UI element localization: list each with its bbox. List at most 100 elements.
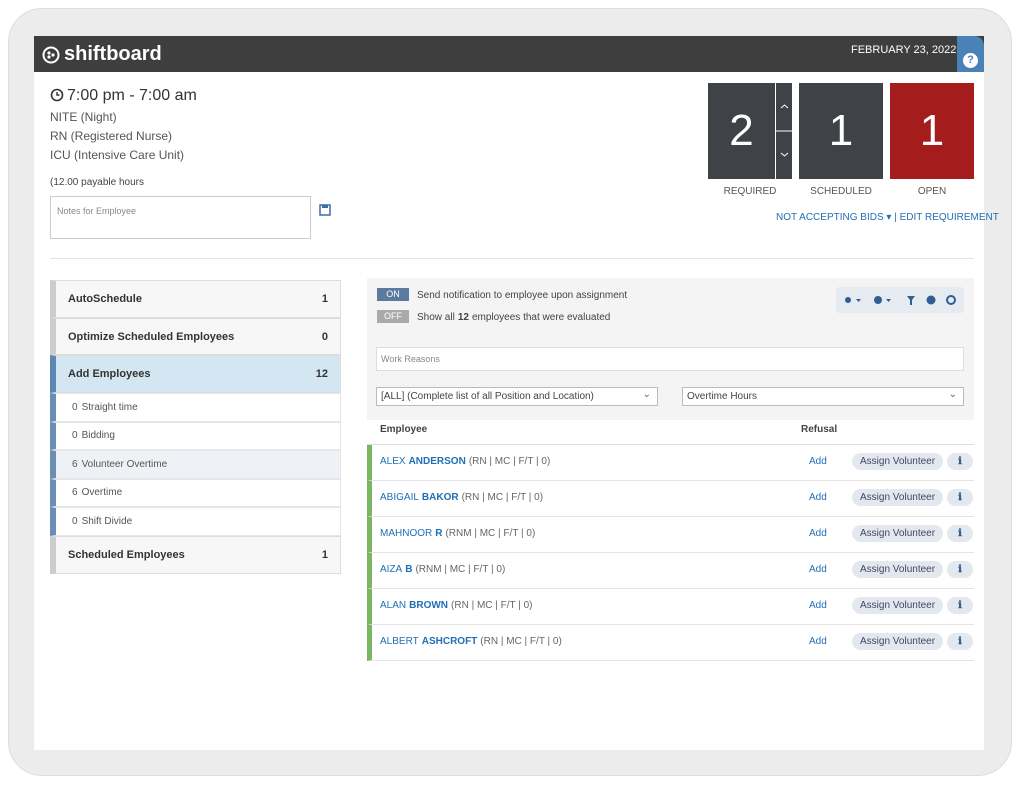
sidebar-sub-item[interactable]: 0 Shift Divide xyxy=(50,507,341,536)
sidebar-label: Add Employees xyxy=(68,368,151,380)
employee-name: ABIGAIL BAKOR (RN | MC | F/T | 0) xyxy=(380,492,543,503)
sidebar-sub-item[interactable]: 0 Straight time xyxy=(50,393,341,422)
separator: | xyxy=(894,212,897,223)
first-name[interactable]: ALBERT xyxy=(380,636,419,647)
toggle-label: Send notification to employee upon assig… xyxy=(417,290,628,301)
last-name[interactable]: ASHCROFT xyxy=(421,636,478,647)
select-arrow: ⌄ xyxy=(948,389,957,400)
select[interactable]: Overtime Hours ⌄ xyxy=(682,387,964,406)
select-value: Overtime Hours xyxy=(687,391,758,402)
sidebar-item[interactable]: Add Employees 12 xyxy=(50,355,341,393)
stepper-arrows[interactable] xyxy=(776,83,793,179)
first-name[interactable]: ABIGAIL xyxy=(380,492,419,503)
sidebar-item[interactable]: AutoSchedule 1 xyxy=(50,280,341,318)
add-link[interactable]: Add xyxy=(809,600,827,611)
employee-name: MAHNOOR R (RNM | MC | F/T | 0) xyxy=(380,528,535,539)
logo: shiftboard xyxy=(64,43,162,65)
employee-row: MAHNOOR R (RNM | MC | F/T | 0) Add Assign Vo… xyxy=(367,517,974,553)
first-name[interactable]: MAHNOOR xyxy=(380,528,433,539)
sidebar-sub-item[interactable]: 6 Volunteer Overtime xyxy=(50,450,341,479)
employee-details: (RN | MC | F/T | 0) xyxy=(468,456,551,467)
last-name[interactable]: ANDERSON xyxy=(408,456,466,467)
assign-button[interactable]: Assign Volunteer xyxy=(852,633,944,650)
sidebar-item[interactable]: Scheduled Employees 1 xyxy=(50,535,341,574)
first-name[interactable]: ALAN xyxy=(380,600,407,611)
sidebar-count: 12 xyxy=(315,368,328,380)
add-link[interactable]: Add xyxy=(809,456,827,467)
employee-row: ALEX ANDERSON (RN | MC | F/T | 0) Add Assign… xyxy=(367,445,974,481)
add-link[interactable]: Add xyxy=(809,492,827,503)
add-link[interactable]: Add xyxy=(809,564,827,575)
help-icon[interactable]: ? xyxy=(963,53,978,68)
employee-name: ALBERT ASHCROFT (RN | MC | F/T | 0) xyxy=(380,636,562,647)
first-name[interactable]: AIZA xyxy=(380,564,403,575)
toolbar xyxy=(836,287,964,313)
shift-detail: RN (Registered Nurse) xyxy=(50,129,173,143)
sidebar-count: 1 xyxy=(321,548,328,561)
info-button[interactable]: ℹ xyxy=(947,561,973,578)
employee-name: AIZA B (RNM | MC | F/T | 0) xyxy=(380,564,505,575)
clock-icon xyxy=(50,88,64,102)
work-reasons[interactable]: Work Reasons xyxy=(376,347,964,371)
info-button[interactable]: ℹ xyxy=(947,453,973,470)
toggle-label: employees that were evaluated xyxy=(471,312,611,323)
assign-button[interactable]: Assign Volunteer xyxy=(852,489,944,506)
employee-row: ABIGAIL BAKOR (RN | MC | F/T | 0) Add Assign… xyxy=(367,481,974,517)
save-icon[interactable] xyxy=(317,202,333,218)
select[interactable]: [ALL] (Complete list of all Position and… xyxy=(376,387,658,406)
toggle-text: Send notification to employee upon assig… xyxy=(417,290,627,301)
counter-value: 1 xyxy=(890,83,974,179)
counter-label: OPEN xyxy=(917,186,947,197)
sub-label: Overtime xyxy=(81,487,123,499)
date: FEBRUARY 23, 2022 xyxy=(851,44,957,56)
stepper[interactable] xyxy=(775,83,793,179)
shift-detail: NITE (Night) xyxy=(50,110,117,124)
toggle-count: 12 xyxy=(457,312,469,323)
assign-button[interactable]: Assign Volunteer xyxy=(852,453,944,470)
last-name[interactable]: BROWN xyxy=(409,600,449,611)
help-tab[interactable]: ? xyxy=(957,36,984,72)
add-link[interactable]: Add xyxy=(809,528,827,539)
sub-count: 0 xyxy=(72,430,78,442)
sidebar-count: 0 xyxy=(321,330,328,343)
payable-hours: (12.00 payable hours xyxy=(50,177,144,188)
toggle[interactable]: OFF xyxy=(377,310,409,323)
info-button[interactable]: ℹ xyxy=(947,633,973,650)
last-name[interactable]: B xyxy=(405,564,413,575)
edit-link[interactable]: EDIT REQUIREMENT xyxy=(899,212,999,223)
sidebar-label: Scheduled Employees xyxy=(68,548,185,561)
column-header: Refusal xyxy=(801,424,838,435)
employee-details: (RNM | MC | F/T | 0) xyxy=(415,564,506,575)
info-button[interactable]: ℹ xyxy=(947,525,973,542)
select-arrow: ⌄ xyxy=(642,389,651,400)
counter-label: SCHEDULED xyxy=(810,186,872,197)
toggle[interactable]: ON xyxy=(377,288,409,301)
info-button[interactable]: ℹ xyxy=(947,597,973,614)
sub-count: 0 xyxy=(72,515,78,527)
add-link[interactable]: Add xyxy=(809,636,827,647)
notes-input[interactable]: Notes for Employee xyxy=(50,196,311,239)
employee-row: AIZA B (RNM | MC | F/T | 0) Add Assign Volun… xyxy=(367,553,974,589)
toolbar-icons[interactable] xyxy=(836,287,964,313)
last-name[interactable]: R xyxy=(435,528,443,539)
info-button[interactable]: ℹ xyxy=(947,489,973,506)
sidebar-count: 1 xyxy=(321,293,328,305)
assign-button[interactable]: Assign Volunteer xyxy=(852,561,944,578)
employee-row: ALAN BROWN (RN | MC | F/T | 0) Add Assign Vo… xyxy=(367,589,974,625)
last-name[interactable]: BAKOR xyxy=(421,492,459,503)
sidebar-sub-item[interactable]: 0 Bidding xyxy=(50,421,341,450)
employee-details: (RN | MC | F/T | 0) xyxy=(480,636,562,647)
assign-button[interactable]: Assign Volunteer xyxy=(852,525,944,542)
sub-label: Volunteer Overtime xyxy=(81,458,168,470)
sidebar-sub-item[interactable]: 6 Overtime xyxy=(50,478,341,507)
column-header: Employee xyxy=(380,424,428,435)
toggle-label: Show all xyxy=(417,312,455,323)
first-name[interactable]: ALEX xyxy=(380,456,406,467)
sidebar-item[interactable]: Optimize Scheduled Employees 0 xyxy=(50,318,341,355)
assign-button[interactable]: Assign Volunteer xyxy=(852,597,944,614)
bids-link[interactable]: NOT ACCEPTING BIDS xyxy=(776,212,884,223)
employee-details: (RN | MC | F/T | 0) xyxy=(451,600,533,611)
divider xyxy=(50,258,974,259)
counter-value: 1 xyxy=(799,83,883,179)
employee-name: ALEX ANDERSON (RN | MC | F/T | 0) xyxy=(380,456,550,467)
